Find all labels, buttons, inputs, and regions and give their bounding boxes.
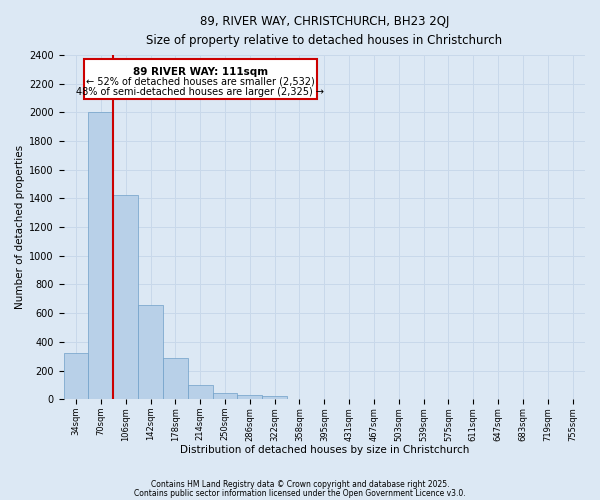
Bar (212, 392, 238, 399)
Bar (83, 60, 317, 99)
X-axis label: Distribution of detached houses by size in Christchurch: Distribution of detached houses by size … (179, 445, 469, 455)
Text: ← 52% of detached houses are smaller (2,532): ← 52% of detached houses are smaller (2,… (86, 76, 314, 86)
Bar (238, 395, 262, 399)
Bar (262, 396, 287, 399)
Bar (64, 352, 88, 399)
Text: 89 RIVER WAY: 111sqm: 89 RIVER WAY: 111sqm (133, 66, 268, 76)
Y-axis label: Number of detached properties: Number of detached properties (15, 145, 25, 309)
Text: Contains HM Land Registry data © Crown copyright and database right 2025.: Contains HM Land Registry data © Crown c… (151, 480, 449, 489)
Bar (113, 195, 138, 399)
Bar (188, 385, 212, 399)
Title: 89, RIVER WAY, CHRISTCHURCH, BH23 2QJ
Size of property relative to detached hous: 89, RIVER WAY, CHRISTCHURCH, BH23 2QJ Si… (146, 15, 502, 47)
Bar (163, 358, 188, 399)
Text: Contains public sector information licensed under the Open Government Licence v3: Contains public sector information licen… (134, 490, 466, 498)
Text: 48% of semi-detached houses are larger (2,325) →: 48% of semi-detached houses are larger (… (76, 86, 324, 97)
Bar (88, 112, 113, 399)
Bar (138, 304, 163, 399)
